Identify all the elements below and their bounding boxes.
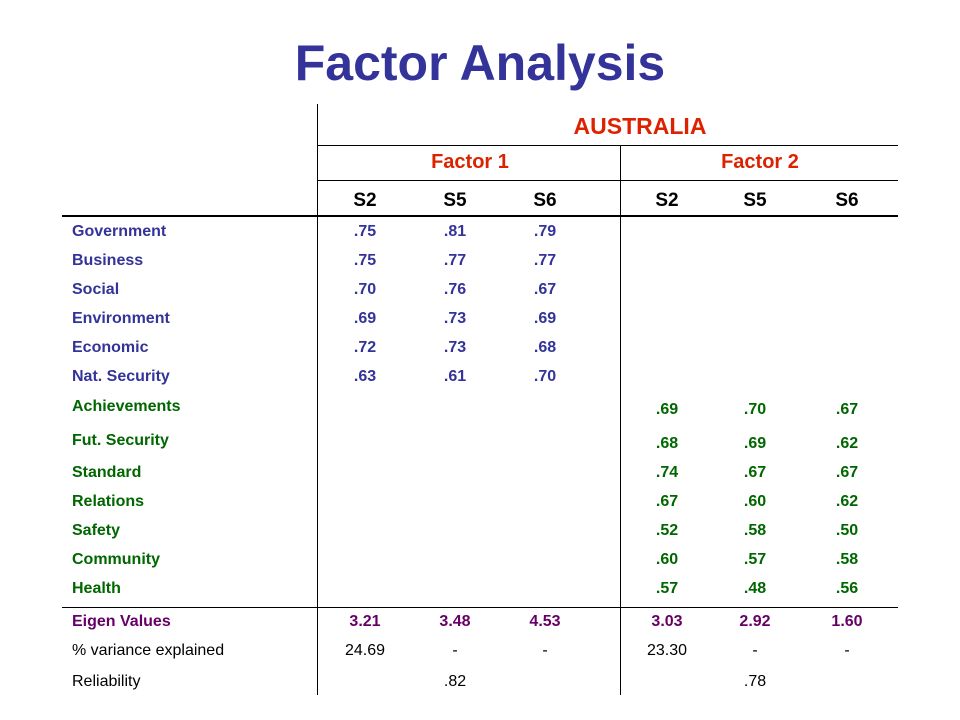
loading-cell: .67 [533, 281, 557, 298]
loading-cell: .81 [443, 223, 467, 240]
eigen-cell: 3.48 [439, 613, 471, 630]
row-label: Economic [72, 339, 149, 356]
loading-cell: .58 [835, 551, 859, 568]
loading-cell: .63 [353, 368, 377, 385]
header-rule-1 [318, 145, 898, 146]
subcolumn-header: S2 [655, 190, 679, 211]
reliability-label: Reliability [72, 673, 141, 690]
loading-cell: .58 [743, 522, 767, 539]
loading-cell: .75 [353, 223, 377, 240]
loading-cell: .67 [743, 464, 767, 481]
variance-cell: - [844, 642, 850, 659]
variance-label: % variance explained [72, 642, 225, 659]
subcolumn-header: S5 [743, 190, 767, 211]
variance-cell: 24.69 [344, 642, 386, 659]
loading-cell: .77 [443, 252, 467, 269]
loading-cell: .69 [655, 401, 679, 418]
loading-cell: .76 [443, 281, 467, 298]
loading-cell: .67 [655, 493, 679, 510]
loading-cell: .68 [533, 339, 557, 356]
row-label: Relations [72, 493, 145, 510]
row-label: Community [72, 551, 160, 568]
variance-cell: 23.30 [646, 642, 688, 659]
loading-cell: .56 [835, 580, 859, 597]
header-rule-2 [318, 180, 898, 181]
row-label: Standard [72, 464, 142, 481]
factor-2-header: Factor 2 [721, 151, 799, 173]
loading-cell: .62 [835, 493, 859, 510]
row-label: Achievements [72, 398, 181, 415]
loading-cell: .79 [533, 223, 557, 240]
loading-cell: .60 [655, 551, 679, 568]
loading-cell: .48 [743, 580, 767, 597]
loading-cell: .73 [443, 339, 467, 356]
loading-cell: .72 [353, 339, 377, 356]
page-title: Factor Analysis [294, 35, 666, 91]
row-label: Fut. Security [72, 432, 169, 449]
loading-cell: .69 [353, 310, 377, 327]
loading-cell: .70 [743, 401, 767, 418]
eigen-rule [62, 607, 898, 608]
subcolumn-header: S5 [443, 190, 467, 211]
reliability-cell: .82 [443, 673, 467, 690]
subcolumn-header: S6 [533, 190, 557, 211]
loading-cell: .57 [743, 551, 767, 568]
loading-cell: .60 [743, 493, 767, 510]
eigen-cell: 3.03 [651, 613, 683, 630]
loading-cell: .67 [835, 401, 859, 418]
variance-cell: - [542, 642, 548, 659]
loading-cell: .62 [835, 435, 859, 452]
loading-cell: .69 [743, 435, 767, 452]
loading-cell: .69 [533, 310, 557, 327]
eigen-label: Eigen Values [72, 613, 171, 630]
loading-cell: .70 [353, 281, 377, 298]
loading-cell: .77 [533, 252, 557, 269]
subcolumn-header: S6 [835, 190, 859, 211]
factor-divider [620, 145, 621, 695]
eigen-cell: 4.53 [529, 613, 561, 630]
header-rule-3 [62, 215, 898, 217]
loading-cell: .50 [835, 522, 859, 539]
loading-cell: .57 [655, 580, 679, 597]
row-label: Nat. Security [72, 368, 170, 385]
eigen-cell: 1.60 [831, 613, 863, 630]
loading-cell: .61 [443, 368, 467, 385]
loading-cell: .70 [533, 368, 557, 385]
eigen-cell: 3.21 [349, 613, 381, 630]
row-label: Health [72, 580, 121, 597]
reliability-cell: .78 [743, 673, 767, 690]
loading-cell: .73 [443, 310, 467, 327]
loading-cell: .75 [353, 252, 377, 269]
eigen-cell: 2.92 [739, 613, 771, 630]
row-label: Social [72, 281, 120, 298]
country-header: AUSTRALIA [573, 113, 707, 139]
subcolumn-header: S2 [353, 190, 377, 211]
row-label: Safety [72, 522, 121, 539]
row-label: Environment [72, 310, 170, 327]
loading-cell: .52 [655, 522, 679, 539]
variance-cell: - [752, 642, 758, 659]
loading-cell: .68 [655, 435, 679, 452]
left-divider [317, 104, 318, 695]
loading-cell: .67 [835, 464, 859, 481]
loading-cell: .74 [655, 464, 679, 481]
row-label: Business [72, 252, 144, 269]
row-label: Government [72, 223, 167, 240]
factor-1-header: Factor 1 [431, 151, 509, 173]
variance-cell: - [452, 642, 458, 659]
